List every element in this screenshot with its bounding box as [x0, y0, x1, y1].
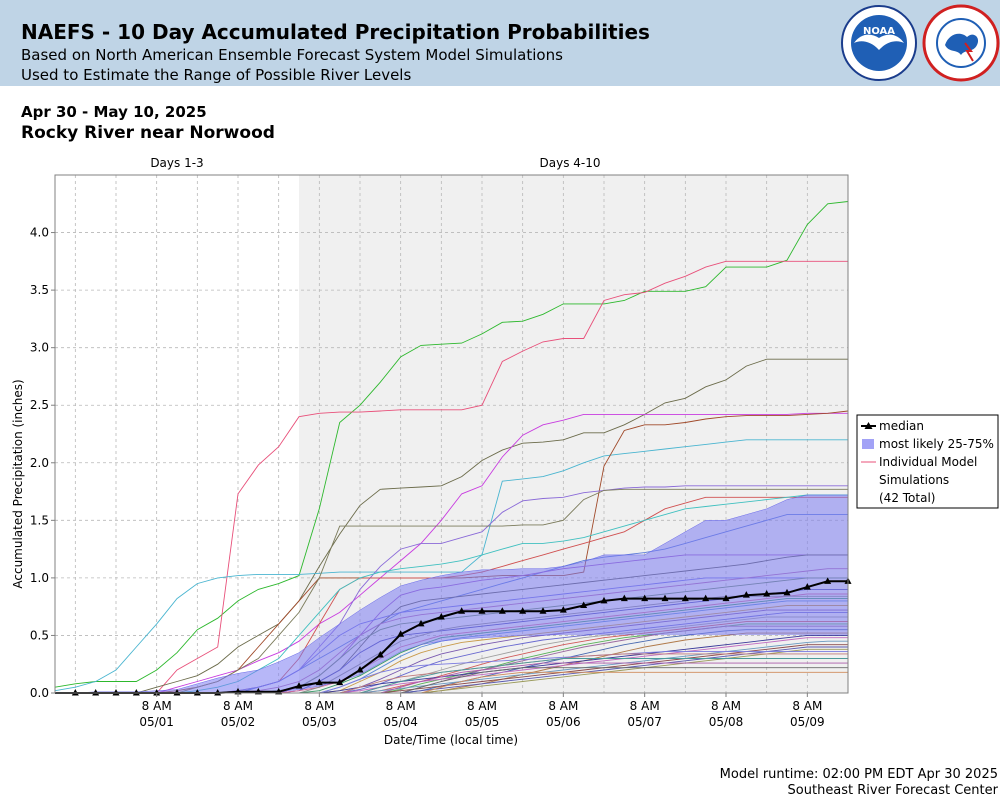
y-tick-label: 1.0 [30, 571, 49, 585]
page-title: NAEFS - 10 Day Accumulated Precipitation… [21, 20, 650, 44]
median-marker [661, 594, 669, 602]
median-marker [193, 689, 201, 696]
median-marker [641, 594, 649, 602]
median-marker [722, 594, 730, 602]
legend-members-label-1: Individual Model [879, 455, 977, 469]
median-marker [132, 689, 140, 696]
x-tick-time-label: 8 AM [792, 699, 822, 713]
plot-frame [54, 174, 849, 694]
member-series-line [55, 412, 848, 694]
y-tick-label: 0.0 [30, 686, 49, 700]
legend-band-swatch [862, 439, 874, 449]
x-tick-time-label: 8 AM [386, 699, 416, 713]
legend-median-marker [864, 422, 873, 429]
forecast-date-range: Apr 30 - May 10, 2025 [21, 103, 207, 121]
median-marker [112, 689, 120, 696]
median-marker [803, 583, 811, 590]
x-tick-date-label: 05/02 [221, 715, 256, 729]
y-axis-ticks: 0.0 0.5 1.0 1.5 2.0 2.5 3.0 3.5 4.0 [30, 226, 55, 700]
model-runtime: Model runtime: 02:00 PM EDT Apr 30 2025 [719, 767, 998, 782]
median-marker [600, 596, 608, 604]
median-marker [397, 630, 405, 637]
location-name: Rocky River near Norwood [21, 123, 275, 143]
y-tick-label: 1.5 [30, 513, 49, 527]
legend-band-label: most likely 25-75% [879, 437, 994, 451]
median-marker [295, 682, 303, 689]
member-series-line [54, 201, 849, 688]
median-marker [153, 689, 161, 696]
median-marker [580, 601, 588, 609]
x-tick-time-label: 8 AM [711, 699, 741, 713]
x-tick-date-label: 05/08 [709, 715, 744, 729]
noaa-logo[interactable]: NOAA [840, 4, 918, 82]
nws-logo[interactable] [921, 3, 1000, 83]
x-tick-time-label: 8 AM [548, 699, 578, 713]
page-subtitle-1: Based on North American Ensemble Forecas… [21, 46, 563, 64]
median-marker [315, 678, 323, 686]
page-subtitle-2: Used to Estimate the Range of Possible R… [21, 66, 412, 84]
y-tick-label: 3.0 [30, 341, 49, 355]
median-marker [539, 607, 547, 614]
median-marker [478, 607, 486, 614]
median-marker [681, 594, 689, 602]
chart-legend: median most likely 25-75% Individual Mod… [856, 414, 999, 509]
x-tick-date-label: 05/09 [790, 715, 825, 729]
median-marker [702, 594, 710, 602]
median-marker [763, 590, 771, 597]
median-marker [376, 651, 384, 658]
median-marker [71, 689, 79, 696]
x-tick-date-label: 05/06 [546, 715, 581, 729]
legend-members-label-3: (42 Total) [879, 491, 935, 505]
y-axis-label: Accumulated Precipitation (inches) [11, 379, 25, 588]
median-marker [519, 607, 527, 614]
x-tick-time-label: 8 AM [223, 699, 253, 713]
median-marker [559, 606, 567, 613]
legend-median-label: median [879, 419, 924, 433]
median-marker [458, 607, 466, 614]
median-marker [336, 678, 344, 686]
median-marker [173, 689, 181, 696]
median-marker [92, 689, 100, 696]
median-marker [783, 588, 791, 596]
y-tick-label: 3.5 [30, 283, 49, 297]
x-tick-time-label: 8 AM [142, 699, 172, 713]
median-marker [498, 607, 506, 614]
gridlines [55, 175, 848, 693]
period-label-days-4-10: Days 4-10 [540, 156, 601, 170]
noaa-logo-text: NOAA [863, 26, 895, 37]
median-marker [620, 594, 628, 602]
x-tick-date-label: 05/04 [383, 715, 418, 729]
member-series-line [54, 439, 848, 692]
x-axis-label: Date/Time (local time) [384, 733, 518, 747]
x-tick-time-label: 8 AM [630, 699, 660, 713]
legend-members-label-2: Simulations [879, 473, 949, 487]
period-label-days-1-3: Days 1-3 [150, 156, 203, 170]
median-marker [417, 619, 425, 627]
x-tick-date-label: 05/03 [302, 715, 337, 729]
x-tick-time-label: 8 AM [467, 699, 497, 713]
y-tick-label: 2.0 [30, 456, 49, 470]
y-tick-label: 2.5 [30, 398, 49, 412]
x-tick-date-label: 05/07 [627, 715, 662, 729]
x-tick-date-label: 05/05 [465, 715, 500, 729]
precipitation-chart: Days 1-3 Days 4-10 0.0 0.5 1.0 1.5 2.0 2.5 3.0… [11, 156, 999, 747]
y-tick-label: 4.0 [30, 226, 49, 240]
median-marker [824, 577, 832, 584]
member-series-line [55, 358, 848, 694]
median-marker [437, 613, 445, 620]
forecast-center: Southeast River Forecast Center [787, 783, 998, 798]
median-marker [356, 665, 364, 673]
y-tick-label: 0.5 [30, 628, 49, 642]
median-marker [214, 689, 222, 696]
member-series-line [55, 260, 848, 694]
x-tick-date-label: 05/01 [139, 715, 174, 729]
header-banner: NAEFS - 10 Day Accumulated Precipitation… [0, 0, 1000, 86]
x-axis-ticks: 8 AM 05/01 8 AM 05/02 8 AM 05/03 8 AM 05/04 8 AM… [139, 693, 825, 729]
legend-box [856, 414, 999, 509]
x-tick-time-label: 8 AM [304, 699, 334, 713]
median-marker [742, 591, 750, 598]
